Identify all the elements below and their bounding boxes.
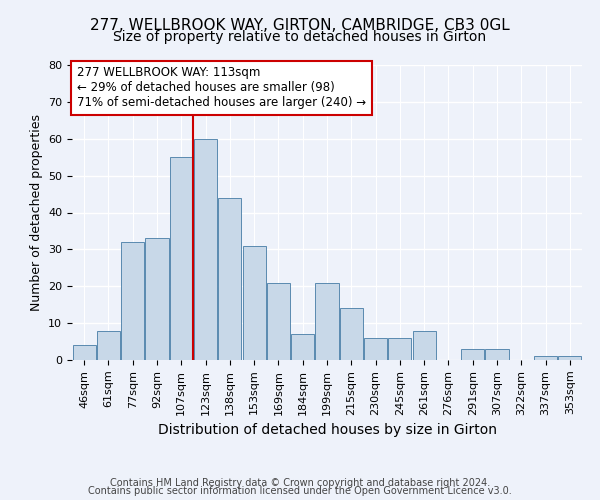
Bar — [461, 349, 484, 360]
Bar — [413, 330, 436, 360]
Bar — [242, 246, 266, 360]
Bar — [388, 338, 412, 360]
Bar — [267, 282, 290, 360]
Bar — [291, 334, 314, 360]
Bar — [194, 138, 217, 360]
X-axis label: Distribution of detached houses by size in Girton: Distribution of detached houses by size … — [157, 423, 497, 437]
Bar — [316, 282, 338, 360]
Text: Contains HM Land Registry data © Crown copyright and database right 2024.: Contains HM Land Registry data © Crown c… — [110, 478, 490, 488]
Y-axis label: Number of detached properties: Number of detached properties — [29, 114, 43, 311]
Text: 277, WELLBROOK WAY, GIRTON, CAMBRIDGE, CB3 0GL: 277, WELLBROOK WAY, GIRTON, CAMBRIDGE, C… — [90, 18, 510, 32]
Bar — [121, 242, 144, 360]
Text: Contains public sector information licensed under the Open Government Licence v3: Contains public sector information licen… — [88, 486, 512, 496]
Text: Size of property relative to detached houses in Girton: Size of property relative to detached ho… — [113, 30, 487, 44]
Bar — [485, 349, 509, 360]
Bar — [97, 330, 120, 360]
Bar — [534, 356, 557, 360]
Bar — [73, 345, 95, 360]
Bar — [559, 356, 581, 360]
Bar — [364, 338, 387, 360]
Bar — [145, 238, 169, 360]
Bar — [340, 308, 363, 360]
Bar — [218, 198, 241, 360]
Text: 277 WELLBROOK WAY: 113sqm
← 29% of detached houses are smaller (98)
71% of semi-: 277 WELLBROOK WAY: 113sqm ← 29% of detac… — [77, 66, 366, 110]
Bar — [170, 157, 193, 360]
